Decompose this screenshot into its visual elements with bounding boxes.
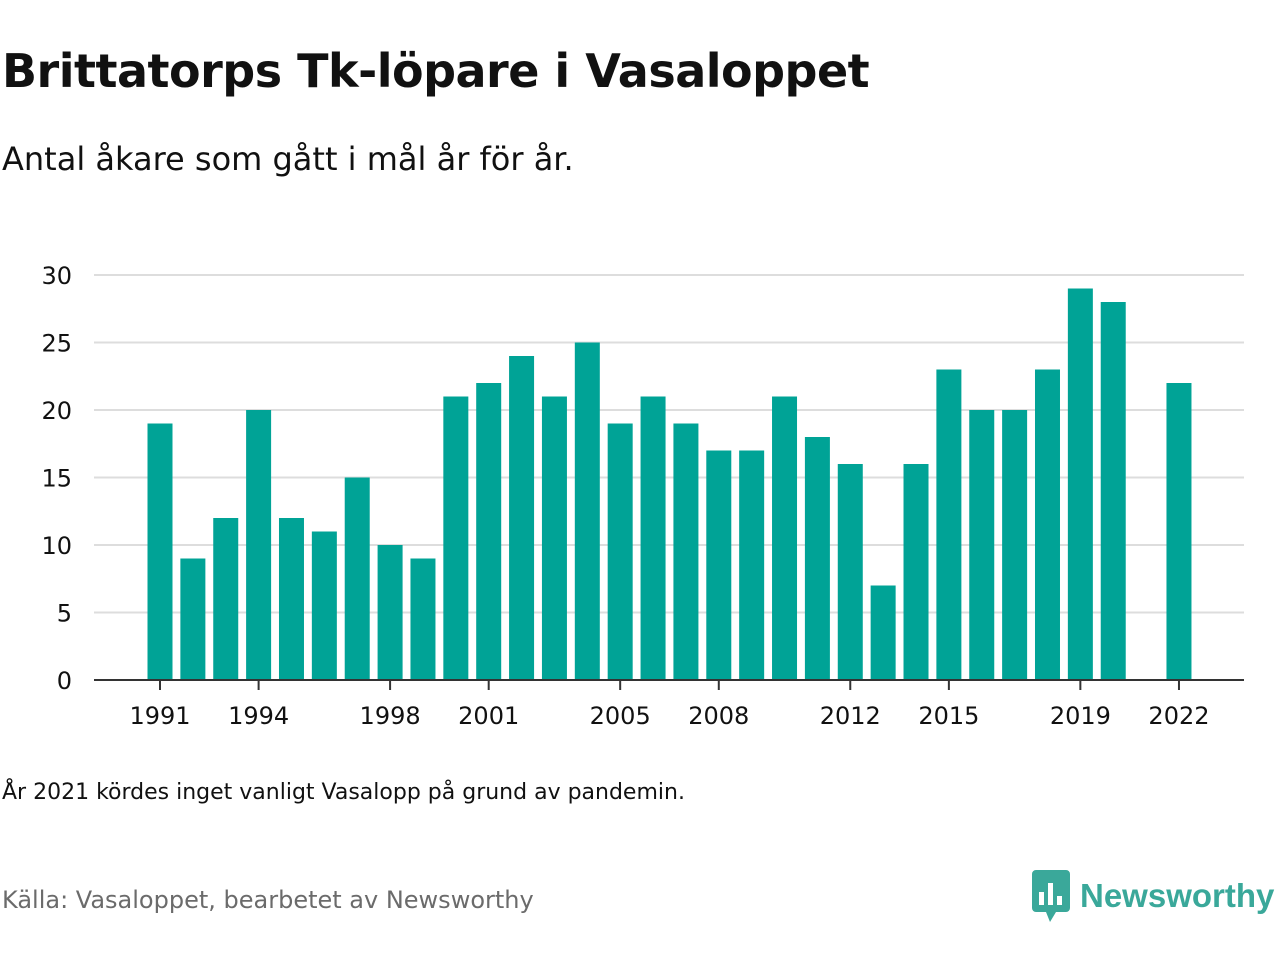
bar-2005 [607,423,633,680]
bar-2016 [969,410,995,680]
y-tick-label: 10 [41,532,72,560]
bar-chart-speech-bubble-icon [1032,870,1070,922]
y-tick-label: 25 [41,330,72,358]
x-tick-label: 1998 [360,702,421,730]
logo-text: Newsworthy [1080,877,1275,914]
bar-1999 [410,558,436,680]
x-axis-ticks: 1991 1994 1998 2001 2005 2008 2012 2015 2019 2022 [129,680,1210,730]
bar-2015 [936,369,962,680]
x-tick-label: 2005 [590,702,651,730]
y-tick-label: 30 [41,262,72,290]
chart-source: Källa: Vasaloppet, bearbetet av Newswort… [2,886,534,914]
bar-2018 [1034,369,1060,680]
x-tick-label: 2012 [820,702,881,730]
bar-1992 [180,558,206,680]
bar-2019 [1067,288,1093,680]
x-tick-label: 2008 [688,702,749,730]
y-tick-label: 20 [41,397,72,425]
bar-2012 [837,464,863,680]
bar-1997 [344,477,370,680]
bar-2020 [1100,302,1126,680]
x-tick-label: 1994 [228,702,289,730]
bar-2008 [706,450,732,680]
chart-note: År 2021 kördes inget vanligt Vasalopp på… [2,780,685,805]
newsworthy-logo: Newsworthy [1032,868,1274,924]
bar-1998 [377,545,403,680]
x-tick-label: 2019 [1050,702,1111,730]
x-tick-label: 2001 [458,702,519,730]
bars [147,288,1192,680]
bar-2004 [574,342,600,680]
bar-1995 [278,518,304,680]
bar-2003 [541,396,567,680]
y-tick-label: 5 [57,600,72,628]
y-tick-label: 15 [41,465,72,493]
bar-chart: 0 5 10 15 20 25 30 1991 1994 1998 2001 2005 2008 201… [41,262,1244,730]
bar-1993 [213,518,239,680]
bar-1994 [246,410,272,680]
bar-2022 [1166,383,1192,680]
bar-2014 [903,464,929,680]
bar-2009 [739,450,765,680]
bar-2013 [870,585,896,680]
bar-2002 [509,356,535,680]
bar-2006 [640,396,666,680]
x-tick-label: 2022 [1148,702,1209,730]
x-tick-label: 1991 [129,702,190,730]
bar-2017 [1002,410,1028,680]
bar-1991 [147,423,173,680]
bar-2001 [476,383,502,680]
x-tick-label: 2015 [918,702,979,730]
y-axis-ticks: 0 5 10 15 20 25 30 [41,262,72,695]
bar-1996 [311,531,337,680]
chart-subtitle: Antal åkare som gått i mål år för år. [2,140,574,178]
bar-2007 [673,423,699,680]
y-tick-label: 0 [57,667,72,695]
bar-2011 [804,437,830,680]
bar-2010 [772,396,798,680]
chart-title: Brittatorps Tk-löpare i Vasaloppet [2,44,870,98]
bar-2000 [443,396,469,680]
